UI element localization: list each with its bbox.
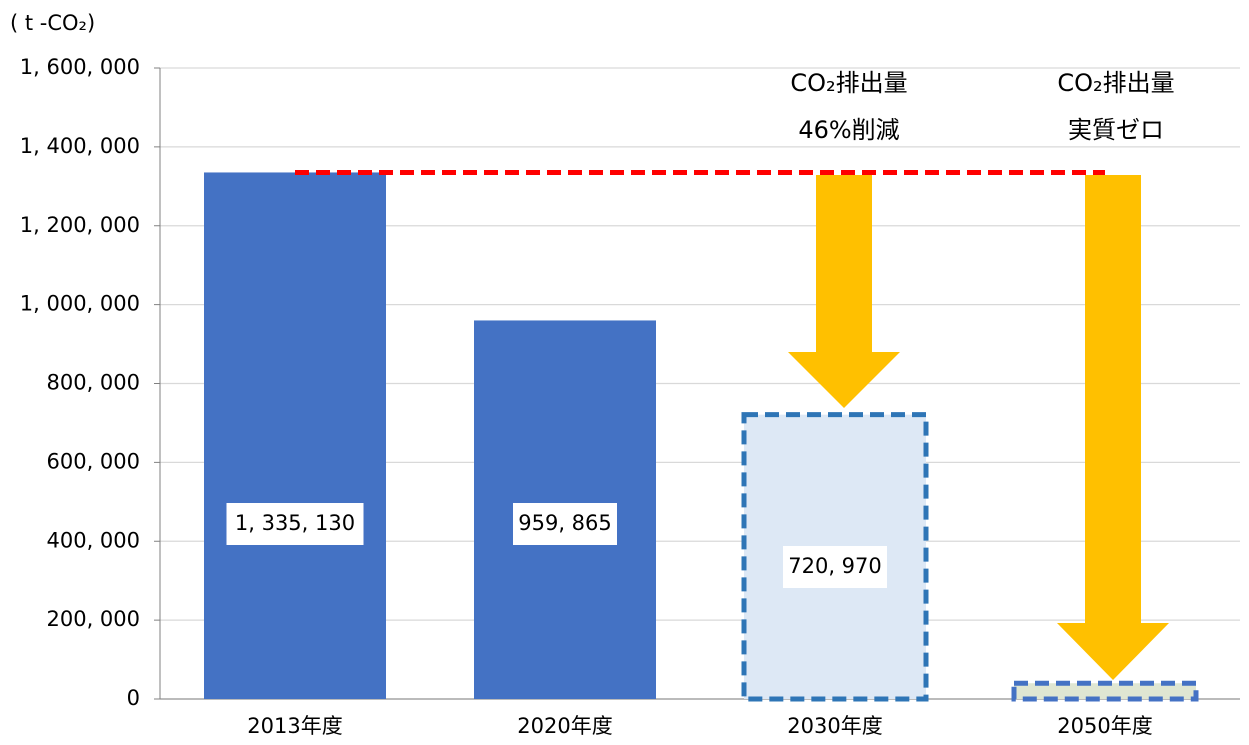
annotation: CO₂排出量 — [1057, 69, 1174, 97]
bar — [1011, 680, 1199, 702]
x-tick-label: 2013年度 — [247, 714, 342, 738]
bar — [204, 172, 386, 699]
y-tick-label: 600, 000 — [46, 449, 140, 473]
reduction-arrow — [788, 175, 900, 408]
y-tick-label: 1, 000, 000 — [20, 292, 140, 316]
annotation: 46%削減 — [798, 116, 899, 144]
y-tick-label: 0 — [127, 686, 140, 710]
value-label-box — [783, 546, 887, 588]
y-tick-label: 1, 600, 000 — [20, 55, 140, 79]
y-tick-label: 1, 200, 000 — [20, 213, 140, 237]
annotation: 実質ゼロ — [1068, 116, 1164, 144]
bars: 1, 335, 130 959, 865 720, 970 — [204, 169, 1199, 702]
y-tick-label: 200, 000 — [46, 607, 140, 631]
x-tick-label: 2030年度 — [787, 714, 882, 738]
value-label: 959, 865 — [518, 511, 612, 535]
value-label: 720, 970 — [788, 554, 882, 578]
reduction-arrow — [1057, 175, 1169, 680]
value-label: 1, 335, 130 — [235, 511, 355, 535]
x-tick-label: 2050年度 — [1057, 714, 1152, 738]
y-tick-label: 400, 000 — [46, 528, 140, 552]
value-label-box — [226, 503, 364, 545]
value-label-box — [513, 503, 617, 545]
x-tick-label: 2020年度 — [517, 714, 612, 738]
annotation: CO₂排出量 — [790, 69, 907, 97]
y-tick-label: 800, 000 — [46, 371, 140, 395]
y-tick-label: 1, 400, 000 — [20, 134, 140, 158]
y-axis-label: ( t -CO₂) — [10, 11, 95, 35]
